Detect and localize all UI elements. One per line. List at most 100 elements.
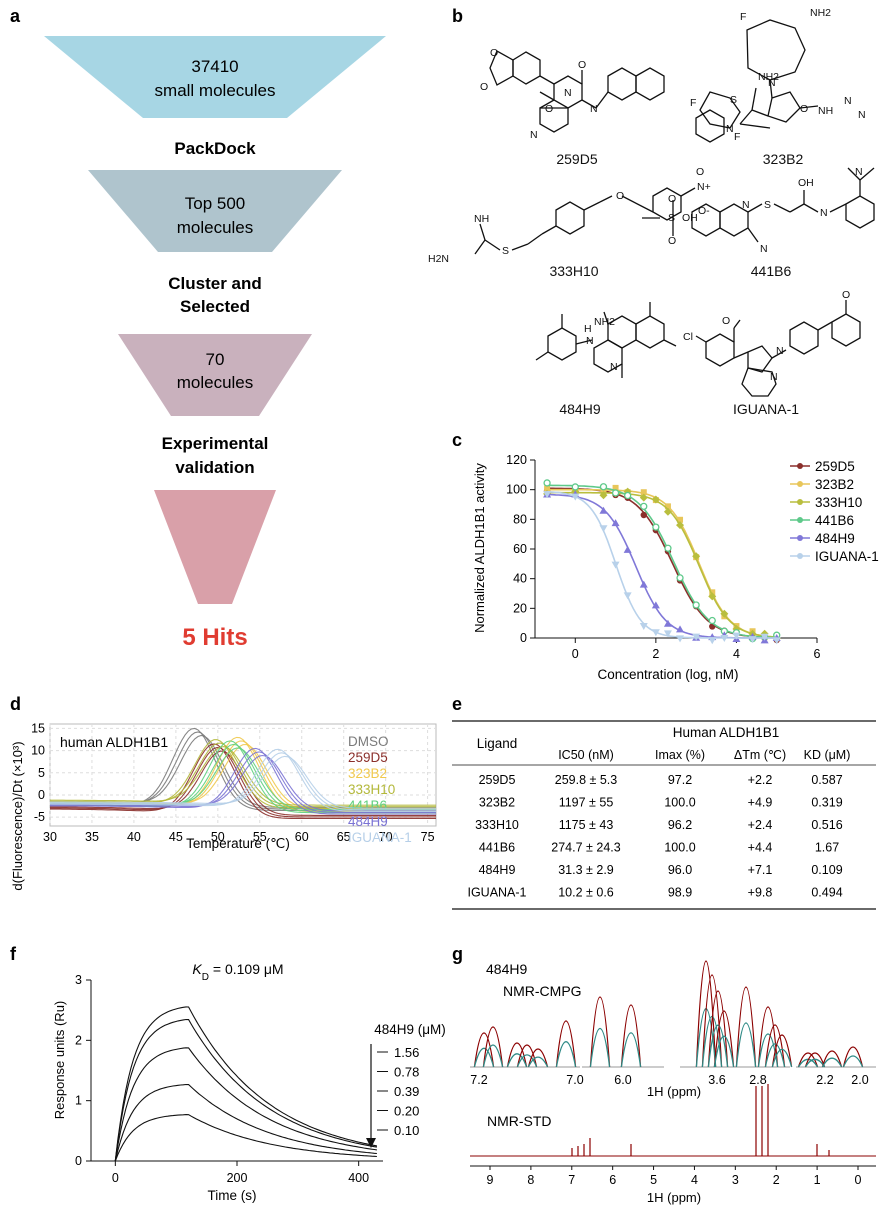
nmr-std-tick-label: 6 <box>609 1173 616 1187</box>
table-cell: +9.8 <box>748 886 773 900</box>
atom-labels: O O O N N O N F NH2 N NH2 S N F F O NH N… <box>428 7 866 383</box>
dsf-x-tick-label: 40 <box>127 830 141 844</box>
ic50-point-484H9 <box>663 619 672 627</box>
funnel-label-packdock: PackDock <box>174 139 256 158</box>
ic50-y-tick-label: 120 <box>506 453 527 467</box>
funnel-step-3-line1: 70 <box>206 350 225 369</box>
atom-333H10-n: N+ <box>697 181 711 193</box>
atom-323B2-nh2a: NH2 <box>810 7 831 19</box>
atom-333H10-o1: O <box>616 190 624 202</box>
results-table: Human ALDH1B1 Ligand IC50 (nM) Imax (%) … <box>452 720 876 910</box>
nmr-cmpg-tick-label: 2.8 <box>749 1073 766 1087</box>
table-cell: 98.9 <box>668 886 692 900</box>
atom-259D5-o3: O <box>578 59 586 71</box>
spr-curve-0.10 <box>114 1114 377 1162</box>
ic50-point-441B6 <box>624 491 632 500</box>
spr-chart: KD = 0.109 μM Response units (Ru) Time (… <box>52 961 446 1203</box>
atom-259D5-n1: N <box>564 87 572 99</box>
nmr-cmpg-peak-teal <box>713 1035 735 1068</box>
atom-iguana-o2: O <box>842 289 850 301</box>
structure-333H10 <box>474 187 696 255</box>
nmr-cmpg-peak-teal <box>555 1041 577 1068</box>
spr-legend-label-0.10: 0.10 <box>394 1123 419 1138</box>
ic50-legend-label-441B6: 441B6 <box>815 513 854 528</box>
ic50-legend-label-333H10: 333H10 <box>815 495 862 510</box>
nmr-cmpg-peak-red <box>506 1042 528 1068</box>
nmr-cmpg-peak-red <box>695 960 717 1068</box>
nmr-std-x-axis-label: 1H (ppm) <box>647 1190 701 1205</box>
atom-iguana-n1: N <box>776 345 784 357</box>
spr-x-axis-label: Time (s) <box>208 1188 257 1203</box>
ic50-point-441B6 <box>708 616 716 625</box>
atom-441B6-s: S <box>764 199 771 211</box>
ic50-point-441B6 <box>611 489 620 497</box>
dsf-x-tick-label: 55 <box>253 830 267 844</box>
dsf-y-tick-label: -5 <box>34 810 45 824</box>
ic50-legend-marker-323B2 <box>797 481 803 487</box>
dsf-y-tick-label: 10 <box>31 744 45 758</box>
nmr-cmpg-peak-red <box>555 1020 577 1068</box>
atom-484H9-h: H <box>584 323 592 335</box>
dsf-x-tick-label: 50 <box>211 830 225 844</box>
ic50-point-IGUANA-1 <box>611 561 620 569</box>
nmr-cmpg-x-axis-label: 1H (ppm) <box>647 1084 701 1099</box>
atom-333H10-oh: OH <box>682 212 698 224</box>
structure-441B6 <box>691 167 875 243</box>
spr-legend-label-0.78: 0.78 <box>394 1065 419 1080</box>
table-header-ligand: Ligand <box>477 736 518 751</box>
ic50-x-axis-label: Concentration (log, nM) <box>597 667 738 682</box>
dsf-title: human ALDH1B1 <box>60 734 168 750</box>
structure-name-484H9: 484H9 <box>559 401 600 417</box>
nmr-compound-label: 484H9 <box>486 961 527 977</box>
ic50-point-333H10 <box>720 609 729 618</box>
spr-y-axis-label: Response units (Ru) <box>52 1001 67 1120</box>
structure-names: 259D5 323B2 333H10 441B6 484H9 IGUANA-1 <box>549 151 803 417</box>
table-header-kd: KD (μM) <box>804 748 851 762</box>
ic50-y-tick-label: 40 <box>513 572 527 586</box>
panel-letter-e: e <box>452 694 462 714</box>
structure-name-323B2: 323B2 <box>763 151 804 167</box>
table-cell: 0.587 <box>811 773 842 787</box>
funnel-step-3 <box>118 334 312 416</box>
spr-x-tick-label: 200 <box>227 1171 248 1185</box>
nmr-cmpg-peak-red <box>473 1032 495 1068</box>
nmr-cmpg-peak-red <box>620 1004 642 1068</box>
spr-curve-1.56 <box>114 1006 378 1162</box>
spr-legend-arrow-head <box>366 1138 376 1148</box>
spr-y-tick-label: 1 <box>75 1094 82 1108</box>
nmr-std-tick-label: 5 <box>650 1173 657 1187</box>
ic50-y-tick-label: 0 <box>520 631 527 645</box>
atom-333H10-s2: S <box>502 245 509 257</box>
dsf-chart: d(Fluorescence)/Dt (×10³) Temperature (℃… <box>10 721 437 891</box>
dsf-y-tick-label: 5 <box>38 766 45 780</box>
spr-y-tick-label: 2 <box>75 1033 82 1047</box>
nmr-cmpg-peak-teal <box>516 1054 538 1068</box>
ic50-point-484H9 <box>611 519 620 527</box>
nmr-cmpg-peak-teal <box>473 1047 495 1068</box>
atom-333H10-s: S <box>668 212 675 224</box>
funnel-step-1 <box>44 36 386 118</box>
nmr-cmpg-peak-teal <box>735 1022 757 1068</box>
nmr-std-label: NMR-STD <box>487 1113 552 1129</box>
table-cell: 1175 ± 43 <box>559 818 614 832</box>
structure-name-441B6: 441B6 <box>751 263 792 279</box>
atom-484H9-n2: N <box>610 361 618 373</box>
nmr-cmpg-peak-red <box>707 990 729 1068</box>
dsf-legend-DMSO: DMSO <box>348 734 389 749</box>
ic50-point-441B6 <box>543 479 551 487</box>
ic50-point-441B6 <box>571 483 579 491</box>
ic50-legend-label-IGUANA-1: IGUANA-1 <box>815 549 879 564</box>
nmr-cmpg-peak-teal <box>771 1048 793 1068</box>
nmr-cmpg-tick-label: 7.0 <box>566 1073 583 1087</box>
ic50-point-484H9 <box>651 601 660 609</box>
atom-441B6-n3: N <box>855 166 863 178</box>
ic50-point-333H10 <box>663 507 672 516</box>
dsf-curve-484H9 <box>50 751 436 814</box>
nmr-cmpg-peak-teal <box>620 1032 642 1068</box>
ic50-point-323B2 <box>664 503 671 510</box>
dsf-curve-333H10 <box>49 742 436 808</box>
ic50-curve-IGUANA-1 <box>547 490 777 639</box>
ic50-point-IGUANA-1 <box>639 623 648 631</box>
ic50-point-484H9 <box>676 625 685 633</box>
